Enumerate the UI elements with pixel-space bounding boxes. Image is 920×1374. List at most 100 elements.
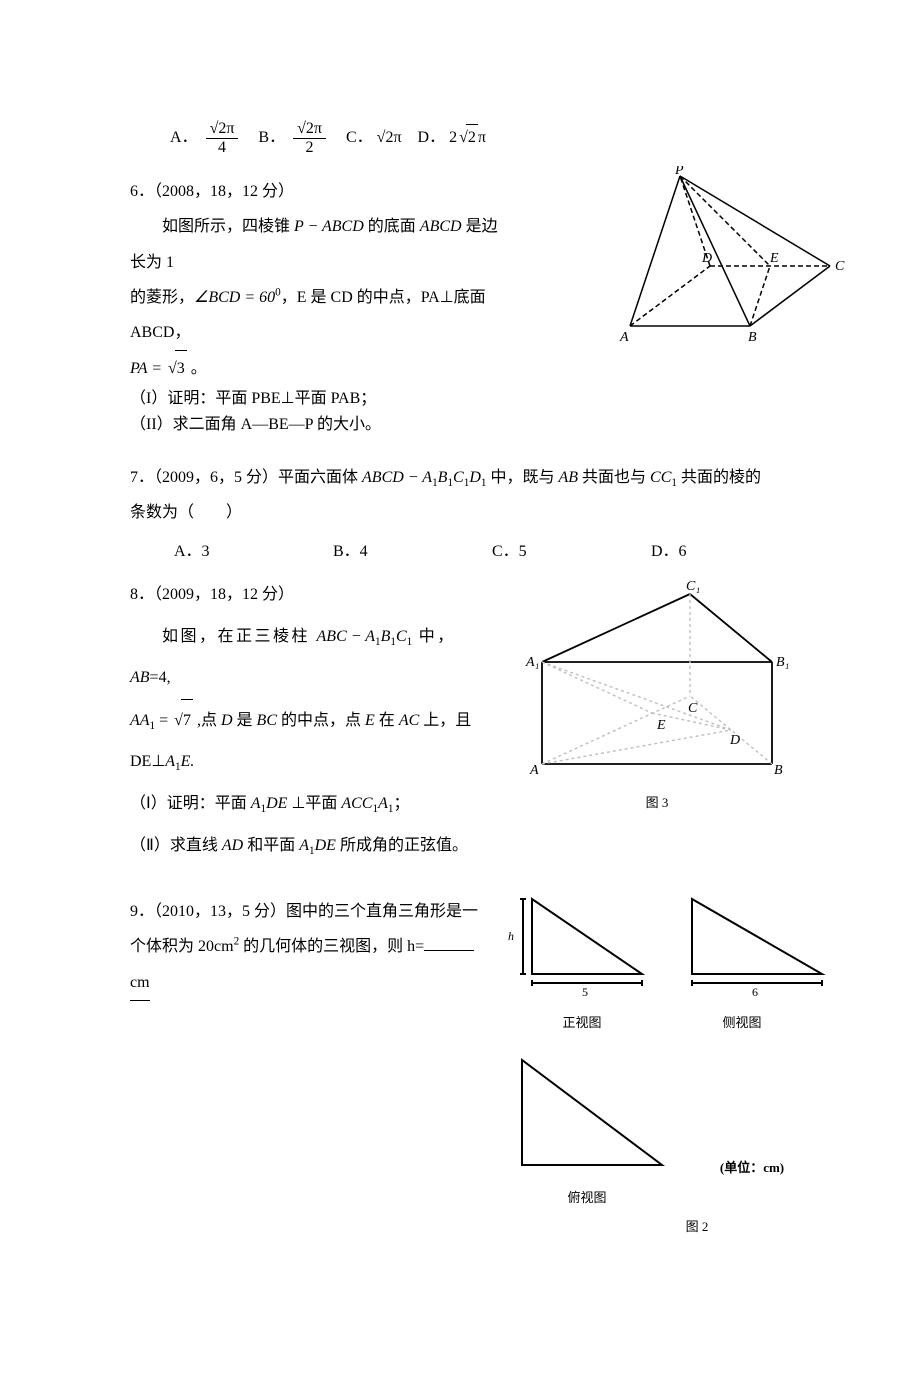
lbl-6: 6 — [752, 985, 758, 999]
q8-l3c: E. — [181, 753, 195, 770]
q8-l2k: 上，且 — [419, 712, 471, 729]
q6-l3a: PA = — [130, 360, 166, 377]
q8-p1a: （Ⅰ）证明：平面 — [130, 795, 251, 812]
q8-p2a: （Ⅱ）求直线 — [130, 837, 222, 854]
lbl-5: 5 — [582, 985, 588, 999]
q8-p2f: 所成角的正弦值。 — [336, 837, 468, 854]
q6-l3sqrt: 3 — [166, 350, 187, 386]
front-label: 正视图 — [502, 1013, 662, 1034]
q8-l2d: D — [221, 712, 233, 729]
q8-l2i: 在 — [375, 712, 399, 729]
q8-figure-wrap: A B C A₁ B₁ C₁ D E 图 3 — [512, 574, 802, 813]
q8-l1c: B — [381, 628, 391, 645]
q6-head: 6．（2008，18，12 分） — [130, 174, 510, 209]
lbl-h: h — [508, 929, 514, 943]
q9-top-view — [502, 1050, 672, 1180]
q6-line1: 如图所示，四棱锥 P − ABCD 的底面 ABCD 是边长为 1 — [130, 209, 510, 279]
q8-p1: （Ⅰ）证明：平面 A1DE ⊥平面 ACC1A1； — [130, 783, 490, 825]
q7-l1j: 共面的棱的 — [677, 469, 761, 486]
q6-line2: 的菱形，∠BCD = 600，E 是 CD 的中点，PA⊥底面 ABCD， — [130, 280, 510, 350]
q9-block: 9．（2010，13，5 分）图中的三个直角三角形是一 个体积为 20cm2 的… — [130, 894, 810, 1254]
opt-b-num: √2π — [293, 120, 326, 139]
q6-text: 6．（2008，18，12 分） 如图所示，四棱锥 P − ABCD 的底面 A… — [130, 174, 510, 437]
opt-b-den: 2 — [293, 139, 326, 157]
q6-p2: （II）求二面角 A—BE—P 的大小。 — [130, 412, 510, 438]
q8-l2a: AA — [130, 712, 150, 729]
lbl-E: E — [656, 718, 666, 733]
q6-l2b: ∠BCD = 60 — [194, 289, 275, 306]
q8-l1f: AB — [130, 669, 150, 686]
opt-d-pre: 2 — [449, 129, 457, 146]
lbl-C: C — [835, 259, 845, 274]
q6-p1: （I）证明：平面 PBE⊥平面 PAB； — [130, 386, 510, 412]
q9-l3: cm — [130, 965, 490, 1001]
opt-b-label: B． — [258, 129, 285, 146]
q8-l1g: =4, — [150, 669, 171, 686]
q9-l2b: 的几何体的三视图，则 h= — [239, 938, 424, 955]
lbl-A: A — [529, 763, 539, 778]
q7-l1a: 7．（2009，6，5 分）平面六面体 — [130, 469, 362, 486]
top-label: 俯视图 — [502, 1188, 672, 1209]
q8-l2: AA1 = 7 ,点 D 是 BC 的中点，点 E 在 AC 上，且 — [130, 699, 490, 742]
q7-options: A．3 B．4 C．5 D．6 — [130, 539, 810, 565]
q9-caption: 图 2 — [502, 1217, 832, 1238]
q8-l2b: = — [155, 712, 172, 729]
q8-p1d: ⊥平面 — [287, 795, 341, 812]
q8-l2rad: 7 — [181, 699, 193, 742]
q7-l1f: 中，既与 — [486, 469, 558, 486]
q8-p2c: 和平面 — [243, 837, 299, 854]
lbl-C: C — [688, 701, 698, 716]
lbl-B: B — [774, 763, 783, 778]
opt-c-val: √2π — [377, 129, 402, 146]
lbl-E: E — [769, 251, 779, 266]
q7-l1h: 共面也与 — [578, 469, 650, 486]
lbl-P: P — [674, 166, 684, 178]
q6-l1d: ABCD — [420, 218, 462, 235]
opt-c-label: C． — [346, 129, 373, 146]
q9-figures: h 5 6 正视图 侧视图 — [502, 884, 832, 1238]
q8-p2d: A — [299, 837, 309, 854]
q7-line1: 7．（2009，6，5 分）平面六面体 ABCD − A1B1C1D1 中，既与… — [130, 460, 810, 496]
q6-l3b: 。 — [187, 360, 207, 377]
q5-options: A． √2π 4 B． √2π 2 C． √2π D． 22π — [130, 120, 810, 156]
q8-l1e: 中， — [412, 628, 456, 645]
q8-p1c: DE — [266, 795, 287, 812]
q9-l3-u: cm — [130, 965, 150, 1001]
q8-l3b: A — [165, 753, 175, 770]
q6-l1b: P − ABCD — [294, 218, 364, 235]
q8-l1: 如图，在正三棱柱 ABC − A1B1C1 中，AB=4, — [130, 616, 490, 699]
unit-label: (单位：cm) — [672, 1158, 832, 1209]
q8-text: 8．（2009，18，12 分） 如图，在正三棱柱 ABC − A1B1C1 中… — [130, 574, 490, 866]
q8-l2sqrt: 7 — [172, 699, 193, 742]
q8-block: 8．（2009，18，12 分） 如图，在正三棱柱 ABC − A1B1C1 中… — [130, 574, 810, 866]
q7-l1c: B — [438, 469, 448, 486]
q8-fig-caption: 图 3 — [512, 793, 802, 814]
q8-l2f: BC — [257, 712, 277, 729]
q8-l2g: 的中点，点 — [277, 712, 365, 729]
opt-d-label: D． — [418, 129, 446, 146]
q8-p1e: ACC — [341, 795, 372, 812]
q8-l3: DE⊥A1E. — [130, 741, 490, 783]
opt-d-sqrt: 2 — [457, 124, 478, 151]
opt-a-fraction: √2π 4 — [206, 120, 239, 156]
q8-l1d: C — [396, 628, 407, 645]
q9-l2a: 个体积为 20cm — [130, 938, 234, 955]
q9-blank[interactable] — [424, 934, 474, 951]
lbl-D: D — [729, 733, 740, 748]
opt-d-rad: 2 — [466, 124, 478, 151]
lbl-A: A — [619, 330, 629, 345]
lbl-C1: C₁ — [686, 579, 700, 594]
q8-l1b: ABC − A — [317, 628, 376, 645]
q7-block: 7．（2009，6，5 分）平面六面体 ABCD − A1B1C1D1 中，既与… — [130, 460, 810, 531]
q6-l1c: 的底面 — [364, 218, 420, 235]
q8-l2c: ,点 — [193, 712, 221, 729]
q8-figure: A B C A₁ B₁ C₁ D E — [512, 574, 802, 784]
side-label: 侧视图 — [662, 1013, 822, 1034]
opt-b-fraction: √2π 2 — [293, 120, 326, 156]
q9-l1: 9．（2010，13，5 分）图中的三个直角三角形是一 — [130, 894, 490, 929]
q6-l2a: 的菱形， — [130, 289, 194, 306]
q6-l1a: 如图所示，四棱锥 — [162, 218, 294, 235]
q8-p2b: AD — [222, 837, 243, 854]
q6-line3: PA = 3 。 — [130, 350, 510, 386]
q8-head: 8．（2009，18，12 分） — [130, 574, 490, 616]
